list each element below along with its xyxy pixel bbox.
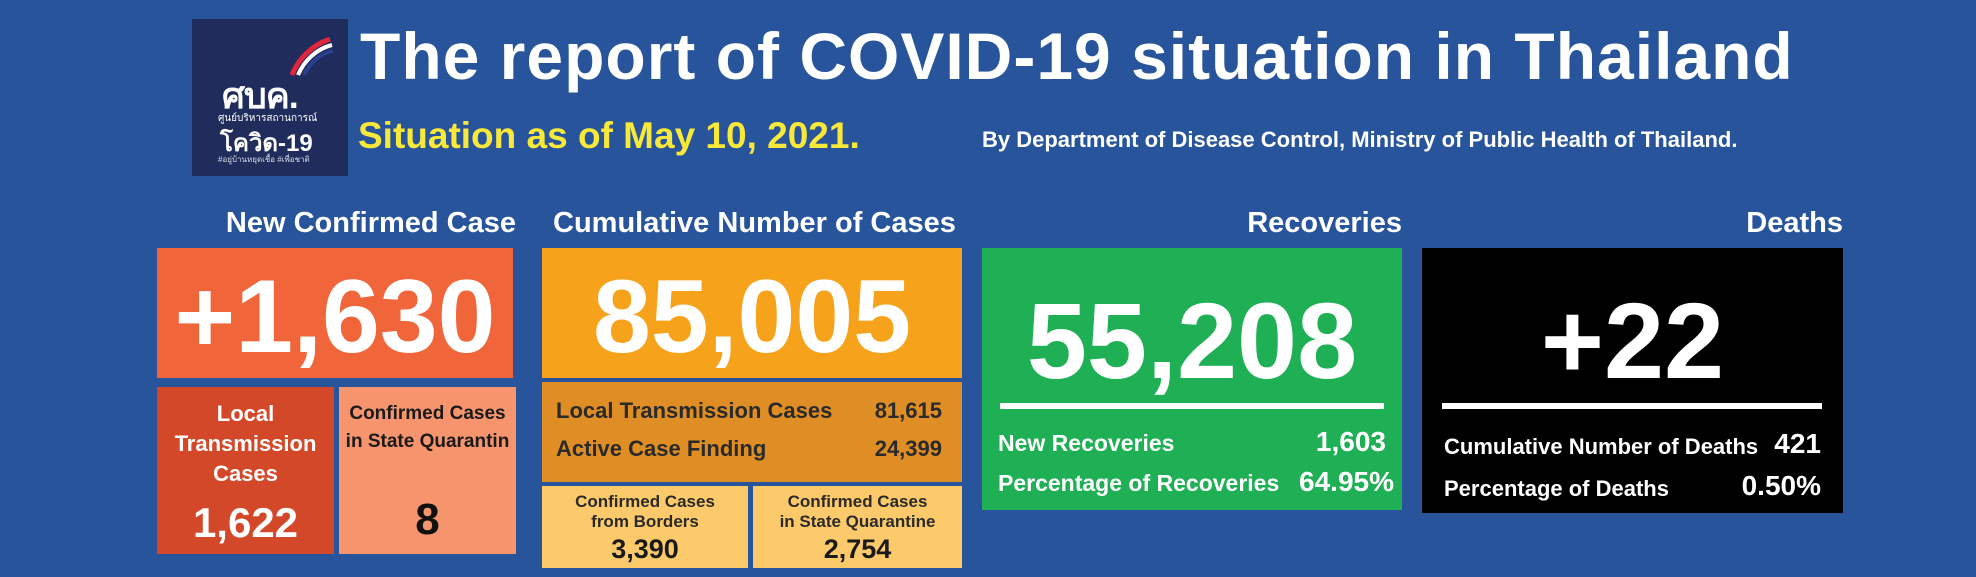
active-case-row: Active Case Finding 24,399 xyxy=(556,436,948,462)
state-quarantine-card: Confirmed Cases in State Quarantin 8 xyxy=(339,387,516,554)
source-credit: By Department of Disease Control, Minist… xyxy=(982,127,1738,152)
recoveries-heading: Recoveries xyxy=(1247,207,1402,239)
new-confirmed-card: +1,630 xyxy=(157,248,513,378)
state-quarantine-label-line-2: in State Quarantin xyxy=(345,431,510,452)
local-label-line-1: Local xyxy=(216,401,275,426)
death-percentage-value: 0.50% xyxy=(1741,470,1821,501)
ccsa-logo: ศบค. ศูนย์บริหารสถานการณ์ โควิด-19 #อยู่… xyxy=(192,19,348,176)
cumulative-state-quarantine-card: Confirmed Cases in State Quarantine 2,75… xyxy=(753,486,962,568)
deaths-value: +22 xyxy=(1540,280,1725,401)
cumulative-deaths-label: Cumulative Number of Deaths xyxy=(1444,434,1759,459)
cumulative-deaths-value: 421 xyxy=(1774,428,1821,459)
page-title: The report of COVID-19 situation in Thai… xyxy=(360,19,1794,93)
borders-card: Confirmed Cases from Borders 3,390 xyxy=(542,486,748,568)
logo-line-3: #อยู่บ้านหยุดเชื้อ #เพื่อชาติ xyxy=(218,155,310,164)
active-case-label: Active Case Finding xyxy=(556,436,767,461)
recoveries-value: 55,208 xyxy=(1026,280,1358,401)
recovery-percentage-value: 64.95% xyxy=(1299,466,1394,497)
local-value: 1,622 xyxy=(192,499,299,546)
borders-label-line-2: from Borders xyxy=(591,512,699,531)
borders-value: 3,390 xyxy=(611,534,679,564)
cumulative-sq-label-line-2: in State Quarantine xyxy=(779,512,936,531)
cumulative-value: 85,005 xyxy=(592,259,912,375)
recoveries-card: 55,208 New Recoveries 1,603 Percentage o… xyxy=(982,248,1402,510)
borders-label-line-1: Confirmed Cases xyxy=(575,492,715,511)
deaths-card: +22 Cumulative Number of Deaths 421 Perc… xyxy=(1422,248,1843,513)
new-confirmed-value: +1,630 xyxy=(174,259,496,375)
cumulative-card: 85,005 xyxy=(542,248,962,378)
active-case-value: 24,399 xyxy=(874,436,942,461)
cumulative-sq-label-line-1: Confirmed Cases xyxy=(787,492,928,511)
local-label-line-2: Transmission xyxy=(174,431,317,456)
cumulative-sq-value: 2,754 xyxy=(823,534,892,564)
logo-mark: ศบค. xyxy=(222,75,299,116)
logo-line-2: โควิด-19 xyxy=(220,130,313,157)
local-transmission-label: Local Transmission Cases xyxy=(556,398,833,423)
deaths-divider xyxy=(1442,403,1822,409)
local-label-line-3: Cases xyxy=(213,461,278,486)
local-transmission-value: 81,615 xyxy=(874,398,942,423)
cumulative-breakdown: Local Transmission Cases 81,615 Active C… xyxy=(542,382,962,482)
deaths-heading: Deaths xyxy=(1746,207,1843,239)
new-recoveries-label: New Recoveries xyxy=(998,430,1175,456)
logo-line-1: ศูนย์บริหารสถานการณ์ xyxy=(218,113,318,124)
recoveries-divider xyxy=(1000,403,1384,409)
cumulative-heading: Cumulative Number of Cases xyxy=(553,207,956,239)
situation-date: Situation as of May 10, 2021. xyxy=(358,115,860,156)
local-transmission-card: Local Transmission Cases 1,622 xyxy=(157,387,334,554)
local-transmission-row: Local Transmission Cases 81,615 xyxy=(556,398,948,424)
death-percentage-label: Percentage of Deaths xyxy=(1444,476,1669,501)
new-recoveries-value: 1,603 xyxy=(1315,426,1386,457)
state-quarantine-value: 8 xyxy=(415,495,440,544)
state-quarantine-label-line-1: Confirmed Cases xyxy=(349,403,506,424)
thai-flag-ribbon-icon xyxy=(289,37,334,76)
new-confirmed-heading: New Confirmed Case xyxy=(225,207,516,239)
recovery-percentage-label: Percentage of Recoveries xyxy=(998,470,1280,496)
